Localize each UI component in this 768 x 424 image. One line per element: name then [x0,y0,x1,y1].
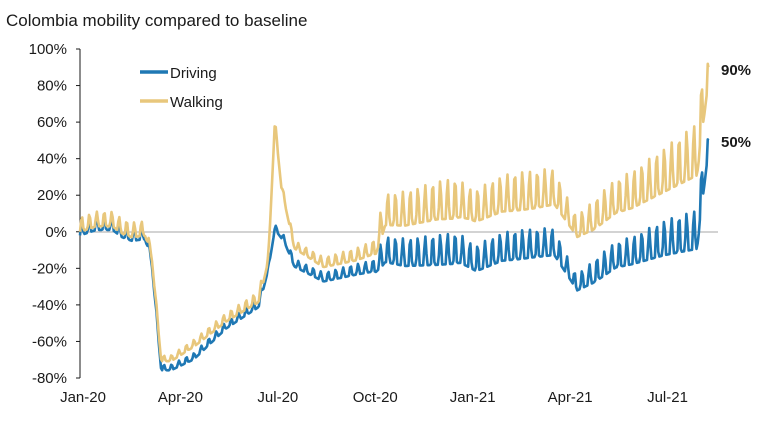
x-tick-label: Jul-21 [647,389,688,406]
y-tick-label: 20% [37,187,67,204]
y-tick-label: -80% [32,370,67,387]
y-tick-label: 40% [37,151,67,168]
x-tick-label: Apr-21 [548,389,593,406]
y-tick-label: -60% [32,333,67,350]
series-line-driving [78,138,710,372]
x-tick-label: Jul-20 [257,389,298,406]
x-tick-label: Apr-20 [158,389,203,406]
y-tick-label: -20% [32,260,67,277]
series-lines [78,62,710,372]
x-tick-labels: Jan-20 Apr-20 Jul-20 Oct-20 Jan-21 Apr-21 Jul-… [60,389,688,406]
x-tick-label: Jan-21 [450,389,496,406]
legend: Driving Walking [140,65,223,111]
x-tick-label: Oct-20 [353,389,398,406]
y-tick-label: 100% [29,41,67,58]
driving-end-label: 50% [721,134,751,151]
y-tick-label: -40% [32,297,67,314]
y-tick-label: 60% [37,114,67,131]
chart-title: Colombia mobility compared to baseline [6,11,307,30]
y-tick-labels: 100% 80% 60% 40% 20% 0% -20% -40% -60% -80% [29,41,80,387]
x-tick-label: Jan-20 [60,389,106,406]
legend-walking-label: Walking [170,94,223,111]
series-line-walking [78,62,710,363]
legend-driving-label: Driving [170,65,217,82]
walking-end-label: 90% [721,62,751,79]
y-tick-label: 0% [45,224,67,241]
y-tick-label: 80% [37,78,67,95]
